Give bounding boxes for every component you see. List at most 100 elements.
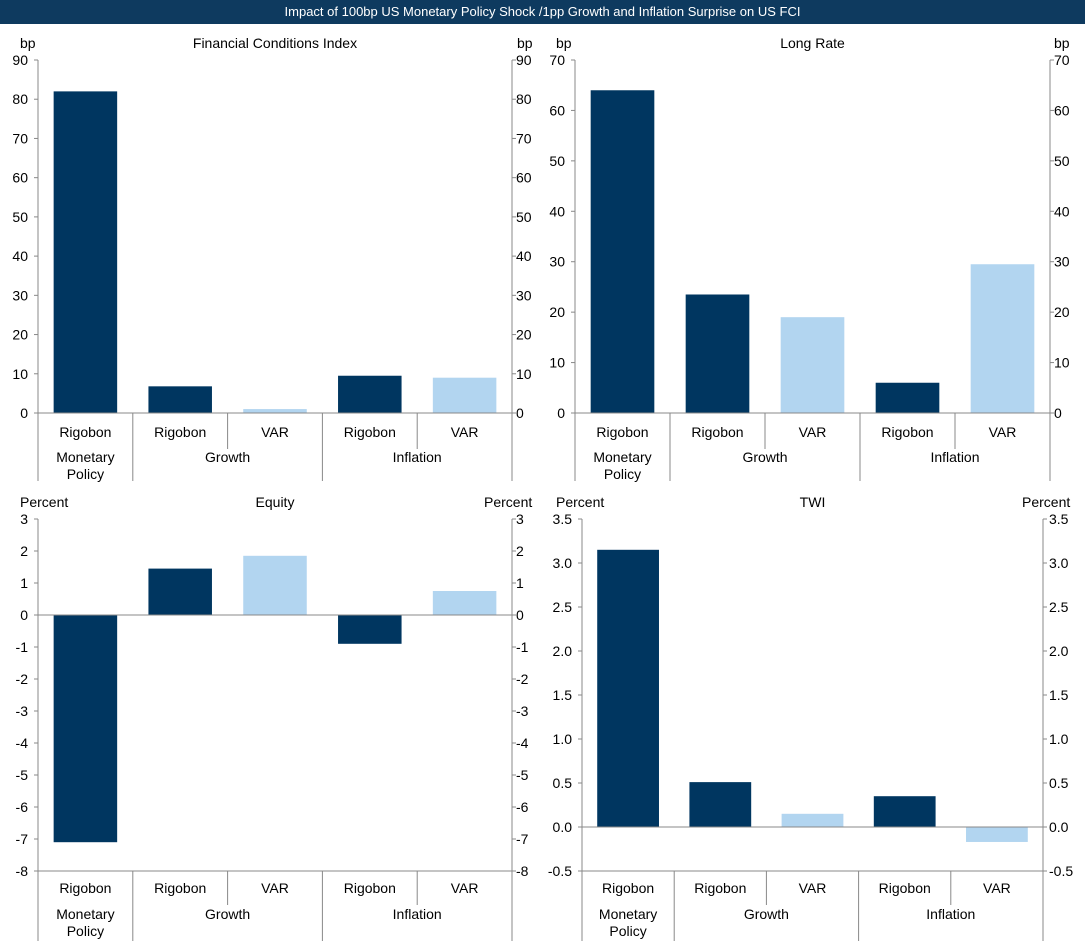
y-tick-label-left: -6 — [16, 799, 29, 815]
group-label: Growth — [205, 906, 250, 922]
y-axis-unit-left: Percent — [556, 494, 604, 510]
y-tick-label-left: 0.5 — [553, 775, 573, 791]
bar-rigobon — [53, 615, 118, 843]
category-label: VAR — [451, 880, 479, 896]
y-axis-unit-left: bp — [556, 35, 572, 51]
y-tick-label-left: 50 — [12, 209, 28, 225]
chart-banner-title: Impact of 100bp US Monetary Policy Shock… — [0, 0, 1085, 24]
y-tick-label-left: 1 — [20, 575, 28, 591]
group-label: Policy — [604, 466, 641, 482]
bar-rigobon — [338, 615, 402, 644]
category-label: Rigobon — [344, 424, 396, 440]
y-axis-unit-left: Percent — [20, 494, 68, 510]
y-tick-label-right: 40 — [1054, 203, 1070, 219]
y-tick-label-left: 40 — [12, 248, 28, 264]
y-tick-label-right: 2.5 — [1049, 599, 1069, 615]
category-label: Rigobon — [59, 424, 111, 440]
y-tick-label-left: 0 — [557, 405, 565, 421]
y-tick-label-right: -4 — [516, 735, 529, 751]
bar-rigobon — [689, 782, 752, 827]
y-tick-label-left: 20 — [12, 327, 28, 343]
y-tick-label-right: 2.0 — [1049, 643, 1069, 659]
group-label: Monetary — [56, 906, 114, 922]
y-tick-label-left: -5 — [16, 767, 29, 783]
bar-var — [780, 317, 845, 413]
y-tick-label-left: 1.0 — [553, 731, 573, 747]
group-label: Monetary — [56, 449, 114, 465]
category-label: VAR — [261, 880, 289, 896]
y-tick-label-left: -3 — [16, 703, 29, 719]
bar-var — [970, 264, 1035, 413]
y-tick-label-left: -0.5 — [548, 863, 572, 879]
y-tick-label-right: 10 — [516, 366, 532, 382]
group-label: Policy — [67, 466, 104, 482]
y-tick-label-right: 0 — [1054, 405, 1062, 421]
y-tick-label-left: 3.0 — [553, 555, 573, 571]
category-label: Rigobon — [694, 880, 746, 896]
y-axis-unit-right: bp — [1054, 35, 1070, 51]
chart-title: TWI — [800, 494, 826, 510]
chart-title: Long Rate — [780, 35, 845, 51]
category-label: Rigobon — [691, 424, 743, 440]
y-axis-unit-left: bp — [20, 35, 36, 51]
y-tick-label-left: 1.5 — [553, 687, 573, 703]
bar-rigobon — [53, 91, 118, 413]
y-tick-label-right: 0 — [516, 607, 524, 623]
category-label: Rigobon — [881, 424, 933, 440]
y-tick-label-left: 90 — [12, 52, 28, 68]
category-label: Rigobon — [602, 880, 654, 896]
y-tick-label-left: 50 — [549, 153, 565, 169]
y-tick-label-left: 70 — [549, 52, 565, 68]
y-tick-label-right: 1 — [516, 575, 524, 591]
bar-var — [781, 813, 844, 827]
y-tick-label-left: -1 — [16, 639, 29, 655]
group-label: Inflation — [393, 906, 442, 922]
y-tick-label-right: -8 — [516, 863, 529, 879]
bar-var — [243, 409, 307, 413]
y-axis-unit-right: Percent — [1022, 494, 1070, 510]
y-tick-label-right: 70 — [1054, 52, 1070, 68]
y-tick-label-right: -1 — [516, 639, 529, 655]
chart-title: Financial Conditions Index — [193, 35, 357, 51]
category-label: Rigobon — [596, 424, 648, 440]
group-label: Monetary — [593, 449, 651, 465]
category-label: Rigobon — [344, 880, 396, 896]
y-tick-label-right: 90 — [516, 52, 532, 68]
y-tick-label-right: 50 — [1054, 153, 1070, 169]
y-tick-label-right: 1.5 — [1049, 687, 1069, 703]
category-label: VAR — [799, 424, 827, 440]
category-label: VAR — [799, 880, 827, 896]
group-label: Growth — [205, 449, 250, 465]
y-tick-label-left: 40 — [549, 203, 565, 219]
bar-var — [966, 827, 1028, 842]
y-tick-label-left: -8 — [16, 863, 29, 879]
bar-rigobon — [873, 796, 936, 827]
y-tick-label-right: 2 — [516, 543, 524, 559]
group-label: Policy — [67, 923, 104, 939]
bar-rigobon — [875, 382, 940, 413]
y-tick-label-left: 2.5 — [553, 599, 573, 615]
bar-rigobon — [148, 386, 212, 413]
y-tick-label-right: 3.0 — [1049, 555, 1069, 571]
y-tick-label-right: -6 — [516, 799, 529, 815]
chart-title: Equity — [256, 494, 295, 510]
y-tick-label-right: 0.5 — [1049, 775, 1069, 791]
y-tick-label-right: -2 — [516, 671, 529, 687]
y-tick-label-left: 3.5 — [553, 511, 573, 527]
y-tick-label-right: -5 — [516, 767, 529, 783]
y-tick-label-right: 30 — [516, 287, 532, 303]
y-tick-label-left: 60 — [549, 102, 565, 118]
category-label: VAR — [989, 424, 1017, 440]
y-tick-label-left: 70 — [12, 130, 28, 146]
y-tick-label-right: -3 — [516, 703, 529, 719]
y-tick-label-right: 3.5 — [1049, 511, 1069, 527]
group-label: Growth — [744, 906, 789, 922]
y-tick-label-left: 60 — [12, 170, 28, 186]
y-tick-label-right: 20 — [1054, 304, 1070, 320]
bar-rigobon — [597, 549, 659, 827]
bar-var — [432, 377, 497, 413]
category-label: Rigobon — [879, 880, 931, 896]
y-tick-label-left: 0 — [20, 405, 28, 421]
group-label: Inflation — [926, 906, 975, 922]
y-tick-label-right: 20 — [516, 327, 532, 343]
